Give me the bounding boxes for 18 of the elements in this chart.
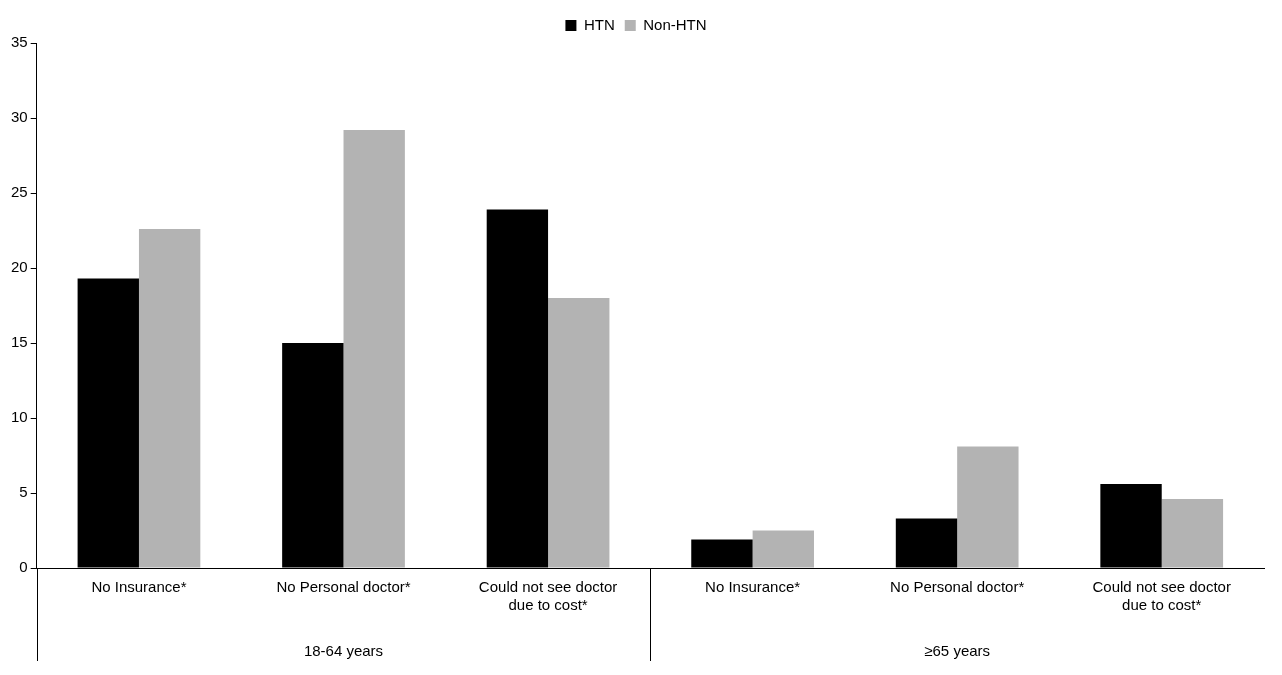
text: ≥65 years xyxy=(924,641,991,659)
y-tick-label: 35 xyxy=(11,33,28,51)
y-tick-label: 10 xyxy=(11,408,28,426)
x-tick-label: Could not see doctor due to cost* xyxy=(478,578,618,614)
y-tick-label: 5 xyxy=(19,483,28,501)
y-tick-label: 30 xyxy=(11,108,28,126)
legend-label: Non-HTN xyxy=(643,15,707,33)
x-tick-label: Could not see doctor due to cost* xyxy=(1092,578,1231,614)
y-tick-label: 0 xyxy=(19,558,28,576)
y-tick-label: 20 xyxy=(11,258,28,276)
x-tick-label: No Insurance* xyxy=(91,578,187,596)
legend-label: HTN xyxy=(583,15,615,33)
x-tick-label: No Personal doctor* xyxy=(890,578,1025,596)
x-tick-label: No Insurance* xyxy=(705,578,801,596)
text: 18-64 years xyxy=(303,641,384,659)
y-tick-label: 25 xyxy=(11,183,28,201)
y-tick-label: 15 xyxy=(11,333,28,351)
x-tick-label: No Personal doctor* xyxy=(276,578,411,596)
